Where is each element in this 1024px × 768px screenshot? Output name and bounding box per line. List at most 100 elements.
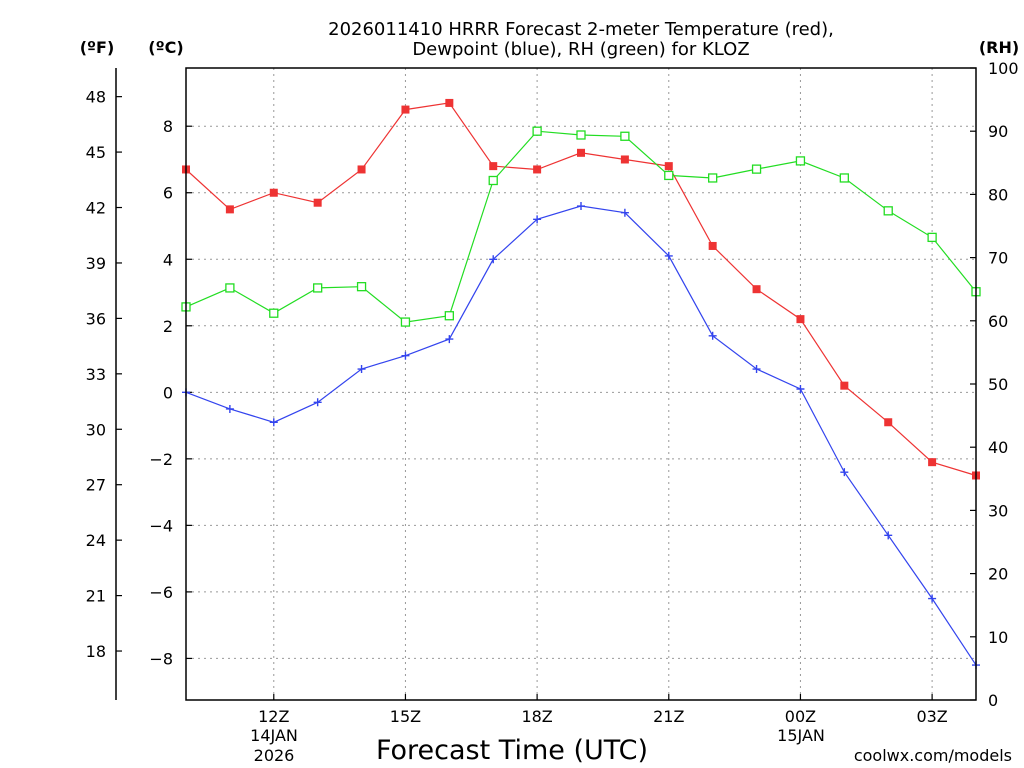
- temp-data-point: [357, 165, 366, 174]
- celsius-tick-label: 8: [163, 117, 173, 136]
- temp-data-point: [533, 165, 542, 174]
- celsius-tick-label: −8: [149, 649, 173, 668]
- rh-data-point: [839, 173, 849, 183]
- rh-tick-label: 30: [988, 501, 1008, 520]
- chart-title-line2: Dewpoint (blue), RH (green) for KLOZ: [412, 39, 749, 60]
- celsius-tick-label: −2: [149, 450, 173, 469]
- dewpoint-series-line: [185, 205, 977, 666]
- dewpoint-data-point: [445, 335, 454, 344]
- plot-frame: [185, 67, 977, 701]
- x-tick-label: 00Z: [785, 707, 816, 726]
- dewpoint-data-point: [884, 531, 893, 540]
- dewpoint-data-point: [620, 208, 629, 217]
- data-series: [181, 98, 981, 670]
- fahrenheit-tick-label: 27: [86, 476, 106, 495]
- fahrenheit-tick-label: 42: [86, 199, 106, 218]
- dewpoint-data-point: [577, 202, 585, 211]
- date-start-day: 14JAN: [250, 726, 298, 745]
- dewpoint-data-point: [840, 468, 849, 477]
- rh-tick-label: 80: [988, 185, 1008, 204]
- rh-data-point: [620, 131, 630, 141]
- fahrenheit-tick-label: 30: [86, 420, 106, 439]
- x-axis-title: Forecast Time (UTC): [376, 735, 648, 766]
- rh-tick-label: 70: [988, 249, 1008, 268]
- temp-data-point: [401, 105, 410, 114]
- fahrenheit-tick-label: 21: [86, 587, 106, 606]
- rh-data-point: [444, 311, 454, 321]
- rh-data-point: [664, 170, 674, 181]
- rh-data-point: [269, 308, 279, 318]
- x-tick-label: 15Z: [390, 707, 421, 726]
- dewpoint-data-point: [401, 351, 410, 360]
- rh-data-point: [532, 126, 542, 136]
- temp-data-point: [445, 98, 454, 107]
- axis-tick-labels: −8−6−4−202468182124273033363942454801020…: [86, 59, 1019, 726]
- dewpoint-data-point: [489, 255, 498, 264]
- rh-tick-label: 40: [988, 438, 1008, 457]
- rh-data-point: [400, 317, 411, 327]
- temp-data-point: [664, 162, 673, 171]
- temp-data-point: [313, 198, 322, 207]
- x-tick-label: 12Z: [258, 707, 289, 726]
- temp-data-point: [489, 162, 498, 171]
- rh-tick-label: 90: [988, 122, 1008, 141]
- dewpoint-data-point: [269, 418, 278, 427]
- temp-data-point: [225, 205, 234, 214]
- dewpoint-data-point: [796, 384, 805, 393]
- celsius-tick-label: 0: [163, 383, 173, 402]
- temp-data-point: [620, 155, 629, 164]
- celsius-tick-label: −6: [149, 583, 173, 602]
- rh-tick-label: 60: [988, 312, 1008, 331]
- celsius-tick-label: 6: [163, 184, 173, 203]
- date-next-day: 15JAN: [777, 726, 825, 745]
- dewpoint-data-point: [533, 215, 542, 224]
- fahrenheit-tick-label: 24: [86, 531, 106, 550]
- x-tick-label: 18Z: [521, 707, 552, 726]
- unit-fahrenheit-label: (ºF): [80, 38, 115, 57]
- rh-tick-label: 20: [988, 565, 1008, 584]
- dewpoint-data-point: [313, 398, 322, 407]
- x-tick-label: 03Z: [916, 707, 947, 726]
- rh-data-point: [356, 282, 367, 292]
- unit-celsius-label: (ºC): [148, 38, 183, 57]
- temp-data-point: [840, 381, 849, 390]
- temp-data-point: [796, 315, 805, 324]
- rh-tick-label: 0: [988, 691, 998, 710]
- temp-data-point: [752, 285, 761, 294]
- temp-data-point: [708, 241, 717, 250]
- celsius-tick-label: −4: [149, 516, 173, 535]
- rh-data-point: [225, 283, 235, 293]
- rh-data-point: [708, 173, 718, 183]
- celsius-tick-label: 4: [163, 250, 173, 269]
- fahrenheit-tick-label: 39: [86, 254, 106, 273]
- dewpoint-data-point: [357, 365, 366, 374]
- temp-data-point: [884, 418, 893, 427]
- chart-title-line1: 2026011410 HRRR Forecast 2-meter Tempera…: [328, 19, 834, 40]
- fahrenheit-tick-label: 18: [86, 642, 106, 661]
- fahrenheit-tick-label: 33: [86, 365, 106, 384]
- dewpoint-data-point: [708, 331, 717, 340]
- rh-series-line: [185, 130, 977, 323]
- unit-rh-label: (RH): [979, 38, 1019, 57]
- date-start-year: 2026: [254, 746, 295, 765]
- rh-data-point: [751, 164, 762, 174]
- x-tick-label: 21Z: [653, 707, 684, 726]
- fahrenheit-tick-label: 36: [86, 309, 106, 328]
- source-credit: coolwx.com/models: [854, 746, 1012, 765]
- rh-tick-label: 100: [988, 59, 1019, 78]
- dewpoint-data-point: [664, 251, 673, 260]
- rh-data-point: [927, 232, 937, 243]
- dewpoint-data-point: [928, 594, 937, 603]
- dewpoint-data-point: [225, 404, 234, 413]
- temp-data-point: [269, 188, 278, 197]
- rh-tick-label: 10: [988, 628, 1008, 647]
- rh-data-point: [313, 283, 323, 293]
- fahrenheit-tick-label: 45: [86, 143, 106, 162]
- temp-series-line: [185, 102, 977, 477]
- rh-data-point: [576, 130, 586, 140]
- fahrenheit-tick-label: 48: [86, 88, 106, 107]
- rh-data-point: [795, 156, 806, 166]
- temp-data-point: [928, 458, 937, 467]
- temp-data-point: [577, 148, 585, 157]
